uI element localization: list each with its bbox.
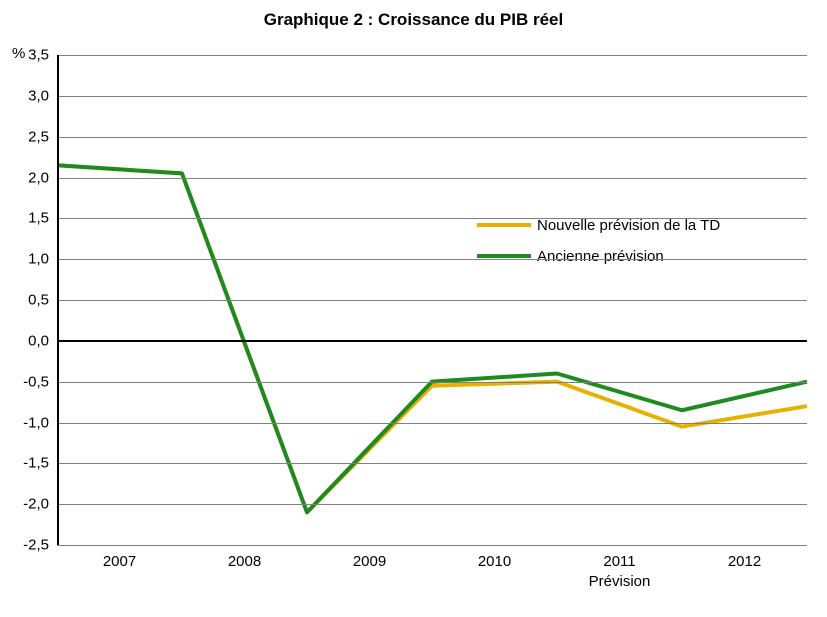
y-tick-label: 1,5 <box>28 210 49 227</box>
y-tick-label: -2,0 <box>23 496 49 513</box>
legend-swatch <box>477 223 531 227</box>
x-tick-label: 2011 <box>603 553 635 570</box>
legend-swatch <box>477 254 531 258</box>
gridline <box>57 96 807 97</box>
x-tick-label: 2008 <box>228 553 261 570</box>
chart-title: Graphique 2 : Croissance du PIB réel <box>0 10 827 30</box>
gridline <box>57 504 807 505</box>
gridline <box>57 137 807 138</box>
gridline <box>57 55 807 56</box>
x-tick-label: 2009 <box>353 553 386 570</box>
y-tick-label: 2,0 <box>28 169 49 186</box>
y-tick-label: 0,0 <box>28 332 49 349</box>
y-tick-label: -1,0 <box>23 414 49 431</box>
y-tick-label: 3,0 <box>28 87 49 104</box>
gridline <box>57 423 807 424</box>
y-tick-label: 3,5 <box>28 47 49 64</box>
legend: Nouvelle prévision de la TDAncienne prév… <box>477 217 720 279</box>
y-axis-label: % <box>12 45 25 62</box>
plot-area: Nouvelle prévision de la TDAncienne prév… <box>57 55 807 545</box>
gridline <box>57 382 807 383</box>
gridline <box>57 218 807 219</box>
gridline <box>57 300 807 301</box>
y-tick-label: 1,0 <box>28 251 49 268</box>
y-axis-line <box>57 55 59 545</box>
gridline <box>57 545 807 546</box>
y-tick-label: -1,5 <box>23 455 49 472</box>
x-tick-label: 2010 <box>478 553 511 570</box>
x-axis-forecast-label: Prévision <box>589 573 651 590</box>
x-tick-label: 2007 <box>103 553 136 570</box>
y-tick-label: -0,5 <box>23 373 49 390</box>
legend-label: Ancienne prévision <box>537 248 664 265</box>
legend-item: Ancienne prévision <box>477 248 720 265</box>
gridline <box>57 340 807 342</box>
x-tick-label: 2012 <box>728 553 761 570</box>
gridline <box>57 178 807 179</box>
y-tick-label: -2,5 <box>23 537 49 554</box>
y-tick-label: 2,5 <box>28 128 49 145</box>
chart: Graphique 2 : Croissance du PIB réel % N… <box>0 0 827 617</box>
gridline <box>57 259 807 260</box>
y-tick-label: 0,5 <box>28 292 49 309</box>
gridline <box>57 463 807 464</box>
